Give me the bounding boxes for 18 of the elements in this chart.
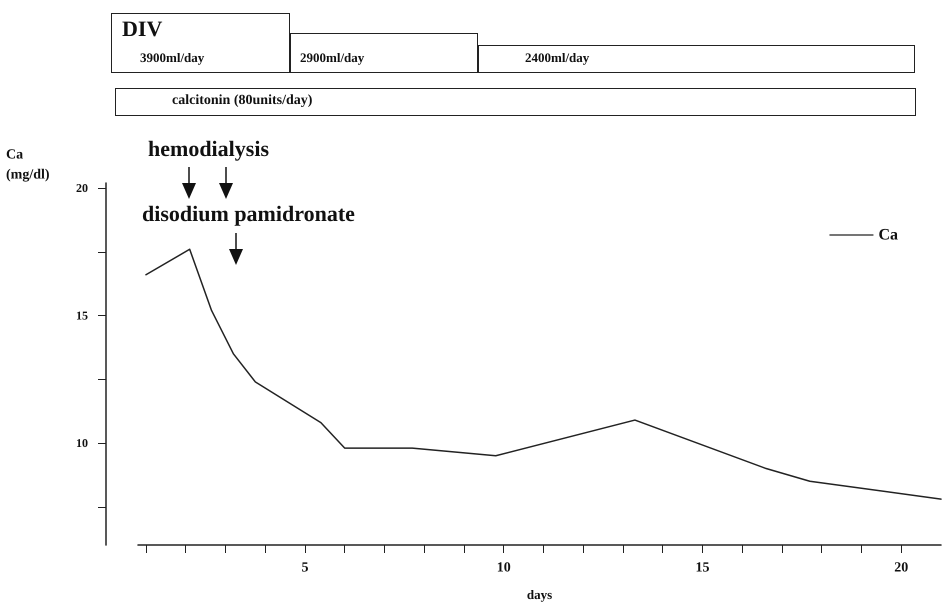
y-tick-label: 10 (76, 436, 88, 450)
x-axis-title: days (526, 587, 552, 602)
x-tick-label: 20 (894, 560, 908, 576)
line-series (145, 248, 942, 500)
text: 3900ml/day (140, 50, 204, 66)
legend-label: Ca (878, 226, 898, 244)
text: 2400ml/day (525, 50, 590, 66)
x-tick-label: 5 (301, 560, 308, 576)
annotation: disodium pamidronate (142, 201, 355, 227)
text: 2900ml/day (300, 50, 364, 66)
text: hemodialysis (148, 136, 270, 162)
text: DIV (122, 16, 162, 42)
y-tick-label: 15 (76, 308, 88, 323)
text: calcitonin (80units/day) (172, 93, 312, 109)
y-tick-label: 20 (76, 181, 88, 196)
x-tick-label: 10 (496, 560, 511, 576)
x-tick-label: 15 (695, 560, 710, 576)
y-axis-title: Ca (mg/dl) (6, 148, 50, 183)
